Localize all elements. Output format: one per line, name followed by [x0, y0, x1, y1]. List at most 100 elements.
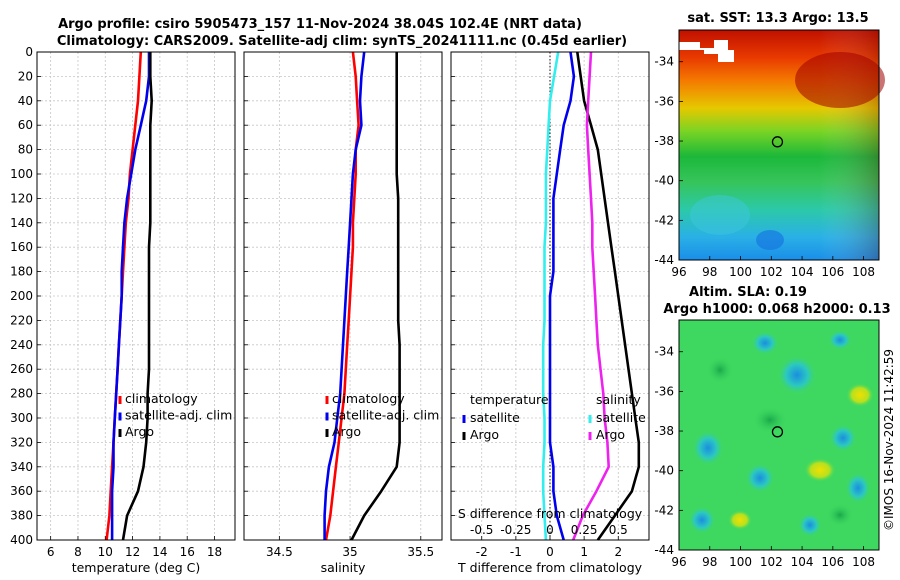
temperature-vertical-gridlines: [50, 52, 215, 540]
depth-tick-label: 200: [10, 289, 33, 303]
temperature-argo-line: [121, 52, 153, 541]
temperature-xtick-label: 6: [47, 545, 55, 559]
difference-legend: temperature satellite Argo salinity satellit…: [458, 392, 646, 537]
salinity-xlabel: salinity: [321, 560, 366, 575]
sst-map-axes: 96 98 100 102 104 106 108 -34 -36 -38 -40 -42 -44: [654, 55, 875, 279]
sst-warm-patch: [795, 52, 885, 108]
depth-tick-label: 280: [10, 387, 33, 401]
depth-tick-label: 160: [10, 240, 33, 254]
figure-title-line2: Climatology: CARS2009. Satellite-adj cli…: [57, 34, 627, 49]
difference-legend-label: Argo: [470, 427, 499, 442]
sla-anomaly-features: [688, 330, 874, 537]
map-lat-tick-label: -42: [654, 213, 674, 227]
map-lat-tick-label: -44: [654, 543, 674, 557]
temperature-legend-label: Argo: [125, 424, 154, 439]
map-lat-tick-label: -38: [654, 134, 674, 148]
depth-tick-label: 300: [10, 411, 33, 425]
map-lon-tick-label: 96: [671, 555, 686, 569]
temperature-profile-panel: 6 8 10 12 14 16 180204060801001201401601802002…: [10, 45, 236, 575]
salinity-difference-tick-label: 0.5: [609, 523, 628, 537]
temperature-legend-label: climatology: [125, 391, 198, 406]
salinity-climatology-line: [324, 51, 360, 541]
salinity-axes-frame: [243, 51, 443, 541]
depth-tick-label: 400: [10, 533, 33, 547]
sla-map-title-line2: Argo h1000: 0.068 h2000: 0.13: [663, 302, 890, 317]
sst-cool-patch: [690, 195, 750, 235]
temperature-legend-label: satellite-adj. clim: [125, 408, 232, 423]
difference-salinity-argo-line: [571, 51, 611, 541]
map-lon-tick-label: 98: [702, 555, 717, 569]
depth-tick-label: 100: [10, 167, 33, 181]
difference-legend-label: satellite: [596, 410, 646, 425]
salinity-legend-label: climatology: [332, 391, 405, 406]
map-lat-tick-label: -36: [654, 384, 674, 398]
temperature-satellite-adj-clim-line: [110, 52, 151, 540]
temperature-axes-frame: [36, 51, 236, 541]
difference-xtick-label: -1: [510, 545, 522, 559]
difference-temperature-satellite-line: [548, 51, 576, 541]
temperature-xlabel: temperature (deg C): [72, 560, 201, 575]
salinity-difference-tick-label: 0: [546, 523, 554, 537]
map-lon-tick-label: 104: [791, 555, 814, 569]
sla-map-axes: 96 98 100 102 104 106 108 -34 -36 -38 -40 -42 -44: [654, 345, 875, 569]
sst-land-mask: [679, 40, 734, 62]
difference-legend-label: satellite: [470, 410, 520, 425]
temperature-xtick-label: 8: [74, 545, 82, 559]
salinity-difference-axis-label: S difference from climatology: [458, 506, 643, 521]
temperature-xtick-label: 18: [207, 545, 222, 559]
salinity-xtick-label: 35.5: [407, 545, 434, 559]
figure-title-line1: Argo profile: csiro 5905473_157 11-Nov-2…: [58, 17, 582, 32]
temperature-xtick-label: 16: [180, 545, 195, 559]
salinity-xtick-label: 35: [342, 545, 357, 559]
map-lat-tick-label: -34: [654, 345, 674, 359]
sla-map-frame: [678, 319, 880, 551]
depth-tick-label: 220: [10, 313, 33, 327]
salinity-series: [323, 51, 401, 541]
salinity-difference-tick-label: -0.5: [470, 523, 493, 537]
difference-xlabel: T difference from climatology: [457, 560, 643, 575]
sst-map-title: sat. SST: 13.3 Argo: 13.5: [687, 11, 868, 26]
depth-tick-label: 60: [18, 118, 33, 132]
difference-legend-label: Argo: [596, 427, 625, 442]
difference-xtick-label: 0: [546, 545, 554, 559]
sst-argo-location-marker: [771, 136, 784, 148]
map-lon-tick-label: 96: [671, 265, 686, 279]
map-lon-tick-label: 104: [791, 265, 814, 279]
sst-map-frame: [678, 29, 880, 261]
map-lon-tick-label: 98: [702, 265, 717, 279]
difference-profile-panel: -2 -1 0 1 2T difference from climatology temp…: [450, 51, 650, 575]
map-lon-tick-label: 100: [729, 265, 752, 279]
sst-map: [678, 29, 885, 261]
depth-tick-label: 360: [10, 484, 33, 498]
map-lat-tick-label: -40: [654, 464, 674, 478]
difference-salinity-satellite-line: [541, 51, 560, 541]
depth-tick-label: 260: [10, 362, 33, 376]
map-lon-tick-label: 108: [852, 555, 875, 569]
difference-series: [541, 51, 641, 541]
depth-tick-label: 80: [18, 143, 33, 157]
sla-argo-location-marker: [771, 426, 784, 438]
depth-tick-label: 180: [10, 265, 33, 279]
salinity-difference-tick-label: 0.25: [571, 523, 598, 537]
map-lat-tick-label: -42: [654, 503, 674, 517]
depth-tick-label: 240: [10, 338, 33, 352]
difference-xtick-label: -2: [476, 545, 488, 559]
map-lat-tick-label: -44: [654, 253, 674, 267]
map-lon-tick-label: 108: [852, 265, 875, 279]
depth-tick-label: 140: [10, 216, 33, 230]
sst-cool-spot: [756, 230, 784, 250]
difference-legend-salinity-title: salinity: [596, 392, 641, 407]
map-lat-tick-label: -38: [654, 424, 674, 438]
map-lon-tick-label: 100: [729, 555, 752, 569]
salinity-legend-label: satellite-adj. clim: [332, 408, 439, 423]
salinity-xtick-label: 34.5: [266, 545, 293, 559]
depth-tick-label: 40: [18, 94, 33, 108]
depth-tick-label: 0: [25, 45, 33, 59]
map-lon-tick-label: 106: [821, 555, 844, 569]
difference-legend-temperature-title: temperature: [470, 392, 549, 407]
difference-xtick-label: 2: [614, 545, 622, 559]
salinity-profile-panel: 34.5 35 35.5 salinity climatology satellite-a…: [243, 51, 443, 575]
